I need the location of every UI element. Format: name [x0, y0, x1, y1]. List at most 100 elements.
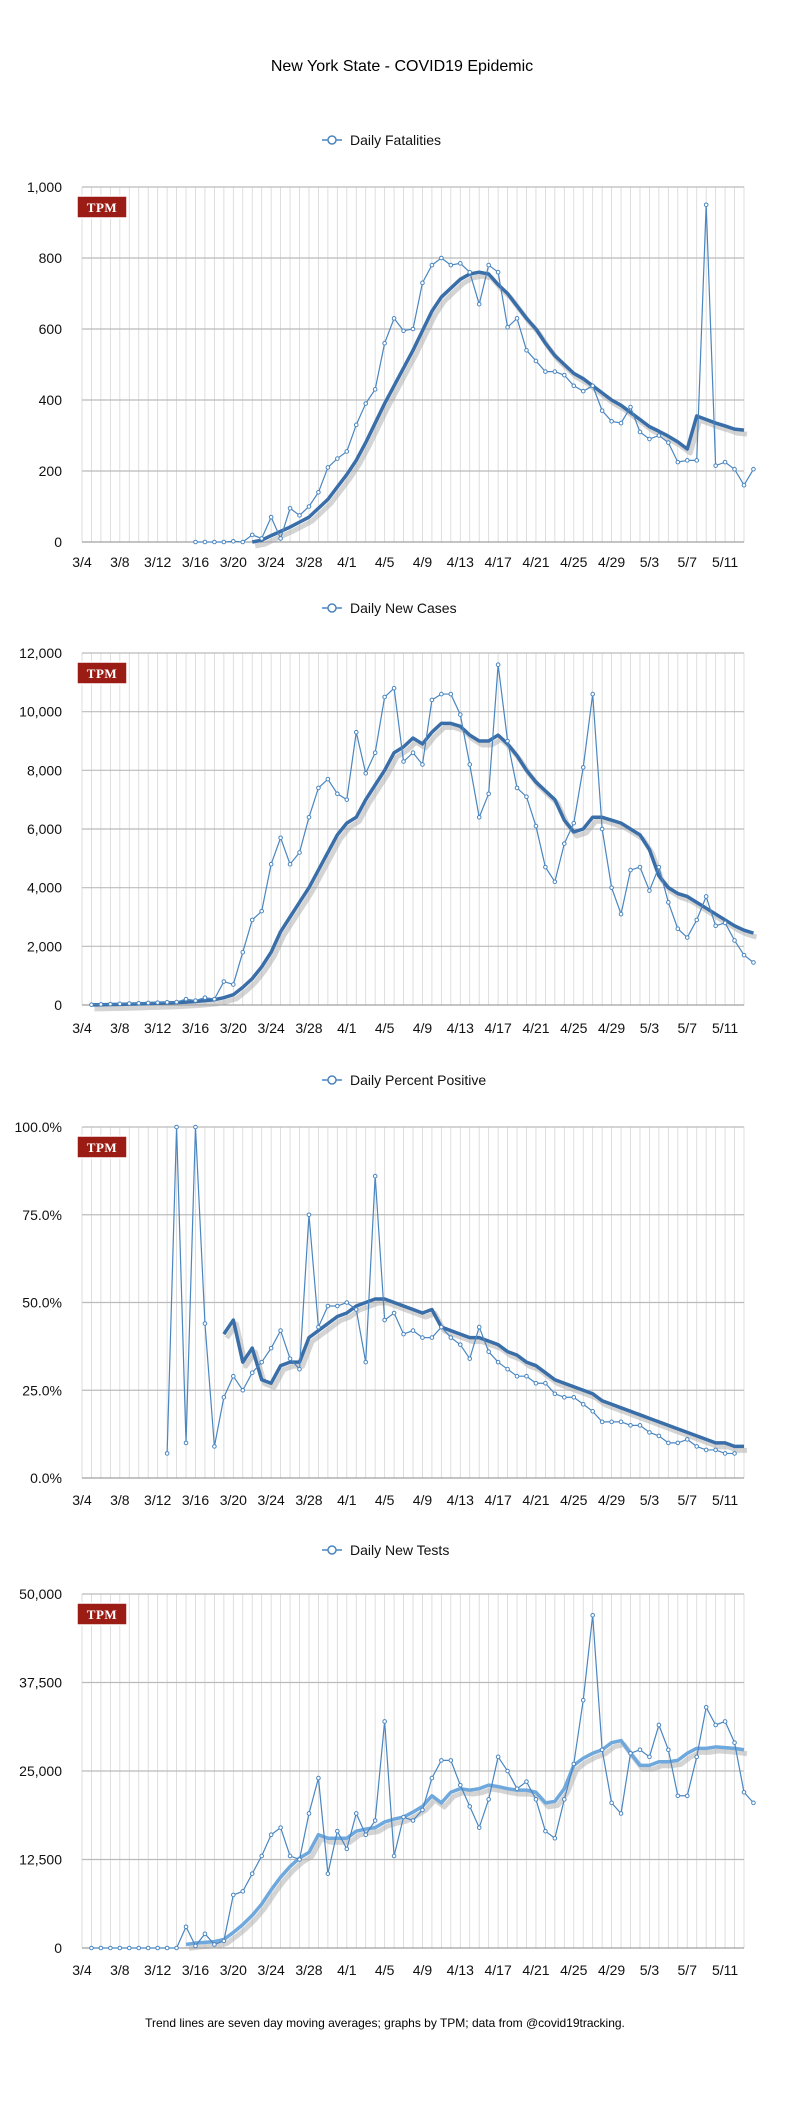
- x-tick-label: 4/5: [375, 554, 395, 570]
- data-point: [278, 835, 283, 841]
- data-point: [183, 1440, 189, 1446]
- x-tick-label: 4/21: [522, 1020, 549, 1036]
- data-point: [476, 301, 482, 307]
- x-tick-label: 3/28: [295, 1492, 322, 1508]
- data-point: [562, 841, 567, 846]
- data-point: [448, 262, 454, 268]
- data-point: [741, 952, 747, 958]
- trend-series: [251, 270, 748, 549]
- data-point: [193, 1943, 198, 1949]
- y-tick-label: 0.0%: [30, 1470, 62, 1486]
- data-point: [117, 1945, 123, 1951]
- x-tick-label: 4/25: [560, 554, 587, 570]
- tpm-badge: TPM: [76, 195, 128, 219]
- x-tick-label: 5/11: [712, 554, 738, 570]
- data-point: [599, 826, 605, 832]
- data-point: [382, 340, 387, 346]
- tpm-badge-label: TPM: [87, 1607, 117, 1622]
- data-point: [429, 262, 435, 268]
- data-point: [703, 1704, 709, 1710]
- x-axis-labels: 3/4 3/8 3/12 3/16 3/20 3/24 3/28 4/1 4/5 4/9 4/13 4…: [72, 1020, 738, 1036]
- data-point: [325, 1303, 331, 1309]
- data-point: [401, 328, 406, 334]
- data-point: [495, 269, 501, 275]
- tpm-badge: TPM: [76, 661, 128, 685]
- data-point: [363, 1832, 369, 1838]
- chart-daily-percent-positive: Daily Percent Positive 0.0% 25.0% 50.0% 75.0…: [15, 1072, 747, 1508]
- data-point: [495, 1754, 501, 1760]
- data-point: [316, 1324, 321, 1330]
- legend: Daily New Tests: [322, 1542, 449, 1558]
- x-tick-label: 5/11: [712, 1492, 738, 1508]
- data-point: [212, 539, 217, 545]
- data-point: [684, 1793, 690, 1799]
- data-point: [89, 1002, 94, 1008]
- data-point: [231, 1892, 236, 1898]
- data-point: [448, 1758, 454, 1763]
- legend-marker: [327, 1075, 337, 1085]
- data-point: [467, 1356, 473, 1361]
- data-point: [117, 1001, 123, 1007]
- legend-label: Daily Fatalities: [350, 132, 441, 148]
- data-point: [297, 1857, 302, 1862]
- data-point: [344, 797, 350, 802]
- x-tick-label: 4/17: [484, 554, 511, 570]
- data-point: [344, 1300, 350, 1305]
- data-point: [590, 383, 595, 389]
- data-point: [259, 1853, 264, 1859]
- data-point: [316, 490, 321, 495]
- raw-series: [89, 662, 756, 1008]
- y-tick-label: 800: [39, 250, 63, 266]
- data-point: [448, 1335, 454, 1340]
- x-tick-label: 3/24: [258, 1020, 285, 1036]
- data-point: [221, 539, 227, 545]
- x-tick-label: 5/11: [712, 1020, 738, 1036]
- chart-daily-new-cases: Daily New Cases 0 2,000 4,000 6,000 8,000 10,0…: [19, 600, 758, 1036]
- x-tick-label: 3/20: [220, 554, 247, 570]
- data-point: [580, 1697, 586, 1703]
- x-tick-label: 3/4: [72, 554, 92, 570]
- tpm-badge: TPM: [76, 1602, 128, 1626]
- x-tick-label: 4/29: [598, 1962, 625, 1978]
- y-tick-label: 37,500: [19, 1675, 62, 1691]
- data-point: [287, 1356, 293, 1361]
- legend: Daily New Cases: [322, 600, 457, 616]
- x-tick-label: 4/5: [375, 1020, 395, 1036]
- data-point: [609, 1419, 614, 1425]
- data-point: [656, 1433, 662, 1439]
- x-tick-label: 4/1: [337, 1020, 357, 1036]
- data-point: [732, 1740, 737, 1745]
- trend-line: [91, 721, 754, 1007]
- raw-series: [89, 1612, 756, 1951]
- y-tick-label: 8,000: [27, 762, 62, 778]
- data-point: [609, 1800, 614, 1806]
- y-tick-label: 25,000: [19, 1763, 62, 1779]
- data-point: [543, 864, 548, 870]
- data-point: [533, 1797, 539, 1802]
- data-point: [391, 1853, 397, 1859]
- data-point: [713, 923, 718, 929]
- data-point: [268, 1345, 274, 1351]
- data-point: [524, 794, 529, 800]
- data-point: [164, 1451, 170, 1456]
- data-point: [647, 1430, 652, 1435]
- data-point: [391, 685, 397, 691]
- data-point: [212, 1444, 217, 1449]
- x-axis-labels: 3/4 3/8 3/12 3/16 3/20 3/24 3/28 4/1 4/5 4/9 4/13 4…: [72, 1492, 738, 1508]
- data-point: [325, 1871, 331, 1876]
- y-tick-label: 0: [54, 997, 62, 1013]
- data-point: [732, 1451, 737, 1456]
- y-tick-label: 100.0%: [15, 1119, 62, 1135]
- data-point: [694, 917, 700, 923]
- data-point: [335, 1828, 340, 1834]
- horizontal-gridlines: 0 12,500 25,000 37,500 50,000: [19, 1586, 744, 1956]
- footnote: Trend lines are seven day moving average…: [145, 2016, 625, 2030]
- chart-daily-new-tests: Daily New Tests 0 12,500 25,000 37,500 50,000…: [19, 1542, 756, 1978]
- data-point: [353, 1307, 359, 1312]
- data-point: [174, 999, 179, 1005]
- data-point: [174, 1945, 179, 1951]
- data-point: [240, 1387, 246, 1393]
- x-axis-labels: 3/4 3/8 3/12 3/16 3/20 3/24 3/28 4/1 4/5 4/9 4/13 4…: [72, 554, 738, 570]
- data-point: [590, 691, 595, 697]
- horizontal-gridlines: 0 2,000 4,000 6,000 8,000 10,000 12,000: [19, 645, 744, 1013]
